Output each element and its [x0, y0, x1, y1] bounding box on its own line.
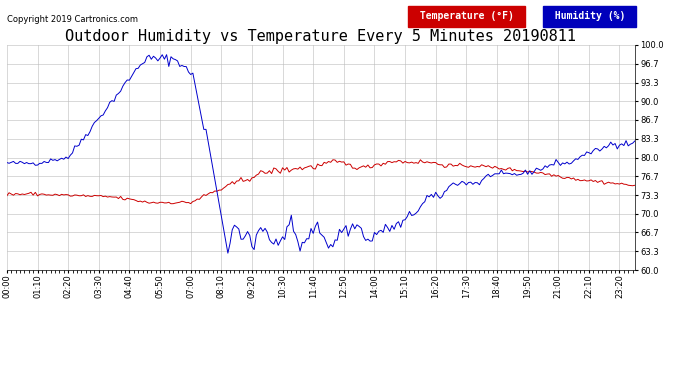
Text: Humidity (%): Humidity (%)	[549, 11, 631, 21]
Text: Copyright 2019 Cartronics.com: Copyright 2019 Cartronics.com	[7, 15, 138, 24]
Title: Outdoor Humidity vs Temperature Every 5 Minutes 20190811: Outdoor Humidity vs Temperature Every 5 …	[66, 29, 576, 44]
Text: Temperature (°F): Temperature (°F)	[414, 11, 520, 21]
